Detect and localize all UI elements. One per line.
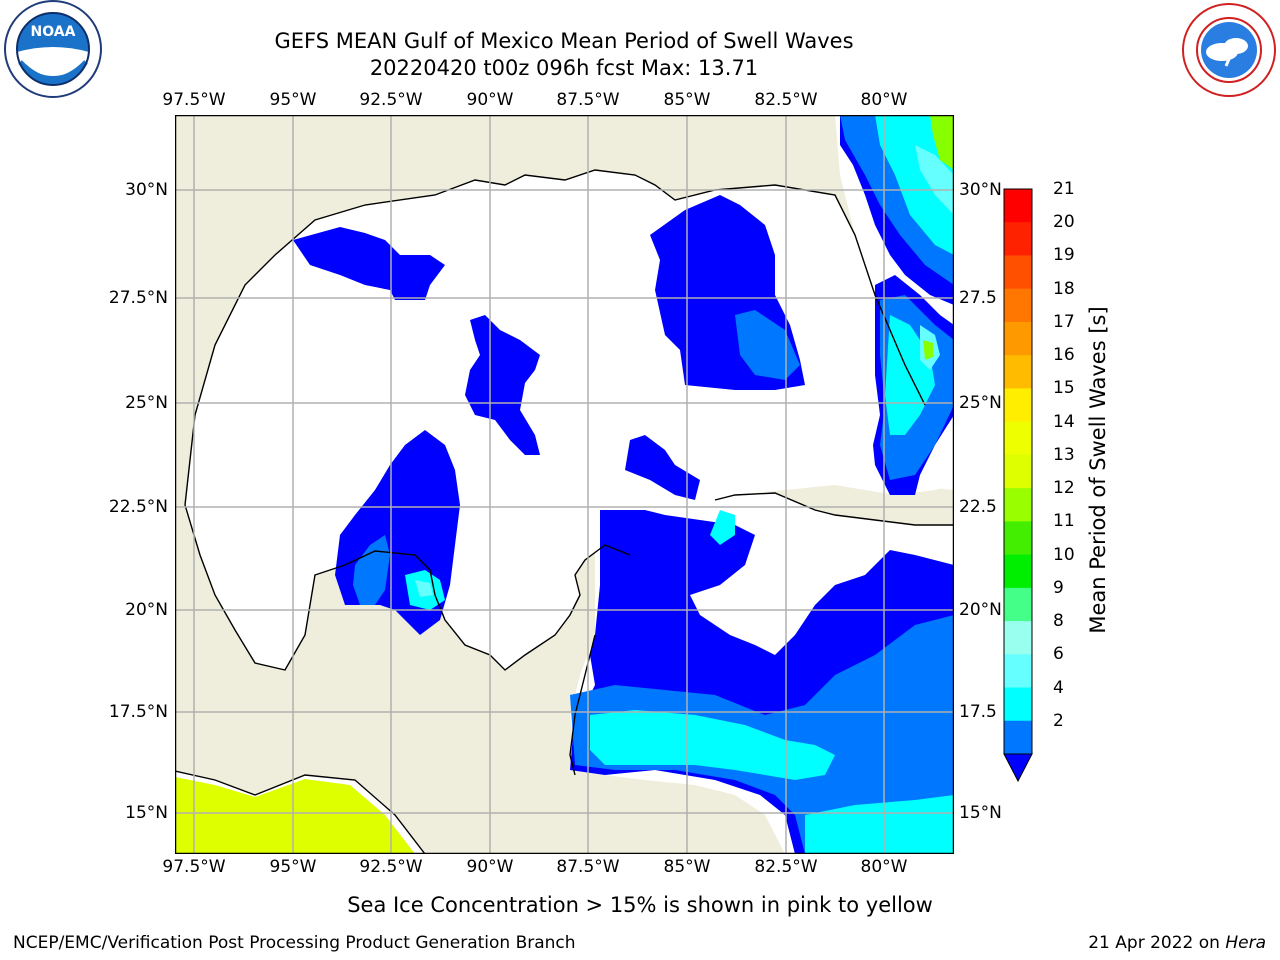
sea-ice-note: Sea Ice Concentration > 15% is shown in … bbox=[347, 893, 933, 917]
swell-2s-region bbox=[293, 227, 445, 300]
swell-4s-region bbox=[353, 535, 390, 605]
map-gridlines bbox=[175, 115, 954, 854]
colorbar-band bbox=[1004, 355, 1032, 389]
lon-label-top: 97.5°W bbox=[162, 90, 226, 110]
swell-12s-region bbox=[923, 340, 933, 360]
colorbar-tick-label: 6 bbox=[1053, 644, 1064, 665]
colorbar-tick-label: 12 bbox=[1053, 478, 1075, 499]
chart-subtitle: 20220420 t00z 096h fcst Max: 13.71 bbox=[369, 56, 759, 80]
colorbar-tick-label: 11 bbox=[1053, 511, 1075, 532]
colorbar-band bbox=[1004, 621, 1032, 655]
colorbar-tick-label: 17 bbox=[1053, 311, 1075, 332]
colorbar-band bbox=[1004, 654, 1032, 689]
lat-label-right: 22.5 bbox=[959, 497, 997, 517]
lat-label-right: 30°N bbox=[959, 180, 1002, 200]
colorbar-tick-label: 14 bbox=[1053, 411, 1075, 432]
colorbar-tick-label: 18 bbox=[1053, 278, 1075, 299]
lat-label-right: 17.5 bbox=[959, 702, 997, 722]
sea-ice-region bbox=[175, 777, 415, 854]
lon-label-bottom: 80°W bbox=[860, 857, 908, 877]
colorbar-tick-label: 15 bbox=[1053, 378, 1075, 399]
colorbar-frame bbox=[1003, 188, 1033, 755]
colorbar-band bbox=[1004, 521, 1032, 556]
swell-6s-region bbox=[805, 795, 954, 854]
lon-label-top: 92.5°W bbox=[359, 90, 423, 110]
lon-label-top: 90°W bbox=[466, 90, 514, 110]
noaa-logo-text: NOAA bbox=[31, 24, 76, 40]
colorbar-label: Mean Period of Swell Waves [s] bbox=[1086, 306, 1110, 634]
colorbar-tick-label: 13 bbox=[1053, 444, 1075, 465]
colorbar-band bbox=[1004, 189, 1032, 223]
lon-label-top: 87.5°W bbox=[556, 90, 620, 110]
lat-label-left: 20°N bbox=[125, 600, 168, 620]
swell-6s-region bbox=[590, 710, 835, 780]
swell-6s-region bbox=[875, 115, 954, 255]
colorbar-band bbox=[1004, 720, 1032, 755]
colorbar-band bbox=[1004, 587, 1032, 622]
colorbar-tick-label: 8 bbox=[1053, 611, 1064, 632]
swell-2s-region bbox=[625, 435, 700, 500]
colorbar-band bbox=[1004, 388, 1032, 423]
colorbar bbox=[1000, 185, 1040, 785]
lon-label-bottom: 87.5°W bbox=[556, 857, 620, 877]
lat-label-left: 17.5°N bbox=[108, 702, 168, 722]
swell-8s-region bbox=[415, 580, 433, 597]
lon-label-bottom: 85°W bbox=[663, 857, 711, 877]
colorbar-band bbox=[1004, 421, 1032, 456]
lon-label-top: 85°W bbox=[663, 90, 711, 110]
colorbar-tick-label: 19 bbox=[1053, 245, 1075, 266]
lon-label-bottom: 95°W bbox=[269, 857, 317, 877]
colorbar-tick-label: 4 bbox=[1053, 677, 1064, 698]
lon-label-bottom: 90°W bbox=[466, 857, 514, 877]
colorbar-tick-label: 9 bbox=[1053, 577, 1064, 598]
lat-label-left: 25°N bbox=[125, 393, 168, 413]
lat-label-right: 15°N bbox=[959, 803, 1002, 823]
lat-label-left: 22.5°N bbox=[108, 497, 168, 517]
swell-2s-region bbox=[465, 315, 540, 455]
colorbar-band bbox=[1004, 222, 1032, 256]
lat-label-right: 25°N bbox=[959, 393, 1002, 413]
colorbar-tick-label: 2 bbox=[1053, 710, 1064, 731]
colorbar-band bbox=[1004, 255, 1032, 290]
footer-date-text: 21 Apr 2022 on bbox=[1088, 933, 1226, 953]
footer-date: 21 Apr 2022 on Hera bbox=[1088, 933, 1266, 953]
swell-12s-region bbox=[930, 115, 954, 170]
footer-branch: NCEP/EMC/Verification Post Processing Pr… bbox=[13, 933, 576, 953]
map-border bbox=[175, 115, 954, 854]
swell-8s-region bbox=[915, 145, 954, 215]
swell-6s-region bbox=[710, 510, 735, 545]
lon-label-bottom: 92.5°W bbox=[359, 857, 423, 877]
lon-label-top: 80°W bbox=[860, 90, 908, 110]
lon-label-bottom: 82.5°W bbox=[754, 857, 818, 877]
lon-label-top: 82.5°W bbox=[754, 90, 818, 110]
chart-title: GEFS MEAN Gulf of Mexico Mean Period of … bbox=[274, 29, 854, 53]
colorbar-band bbox=[1004, 554, 1032, 589]
nws-logo-icon bbox=[1180, 2, 1278, 98]
colorbar-band bbox=[1004, 321, 1032, 356]
colorbar-tick-label: 16 bbox=[1053, 345, 1075, 366]
footer-machine: Hera bbox=[1225, 933, 1266, 953]
colorbar-tick-label: 20 bbox=[1053, 212, 1075, 233]
colorbar-extend-arrow bbox=[1003, 753, 1033, 783]
colorbar-tick-label: 10 bbox=[1053, 544, 1075, 565]
lat-label-right: 20°N bbox=[959, 600, 1002, 620]
colorbar-band bbox=[1004, 288, 1032, 323]
swell-4s-region bbox=[735, 310, 800, 380]
map-area bbox=[175, 115, 954, 854]
noaa-logo-icon: NOAA bbox=[2, 0, 104, 100]
lon-label-top: 95°W bbox=[269, 90, 317, 110]
colorbar-band bbox=[1004, 687, 1032, 722]
lat-label-left: 27.5°N bbox=[108, 288, 168, 308]
colorbar-tick-label: 21 bbox=[1053, 179, 1075, 199]
colorbar-band bbox=[1004, 454, 1032, 489]
lat-label-left: 30°N bbox=[125, 180, 168, 200]
lat-label-left: 15°N bbox=[125, 803, 168, 823]
colorbar-band bbox=[1004, 488, 1032, 522]
lat-label-right: 27.5 bbox=[959, 288, 997, 308]
lon-label-bottom: 97.5°W bbox=[162, 857, 226, 877]
